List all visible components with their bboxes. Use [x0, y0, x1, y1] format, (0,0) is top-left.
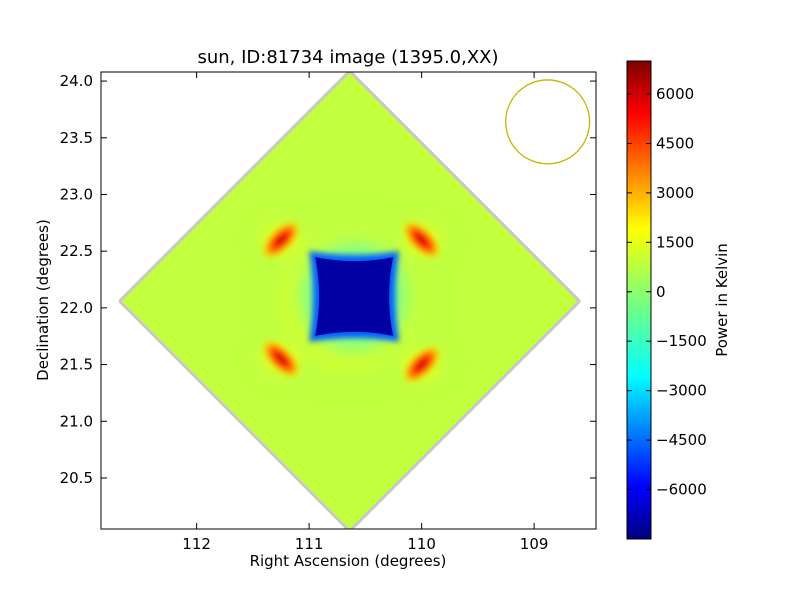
y-tick-label: 23.0 — [60, 185, 93, 203]
colorbar-tick-label: 1500 — [656, 233, 694, 251]
plot-frame — [100, 71, 597, 530]
colorbar-tick-label: −3000 — [656, 382, 707, 400]
colorbar-tick-label: 4500 — [656, 134, 694, 152]
colorbar-tick-label: 6000 — [656, 85, 694, 103]
y-tick-label: 21.5 — [60, 356, 93, 374]
y-tick-label: 20.5 — [60, 469, 93, 487]
colorbar-tick-label: 3000 — [656, 184, 694, 202]
beam-circle — [505, 79, 591, 165]
x-tick-label: 111 — [295, 535, 324, 553]
y-tick-label: 24.0 — [60, 72, 93, 90]
colorbar-ticks: 6000 4500 3000 1500 0 −1500 −3000 −4500 −6000 — [627, 85, 707, 499]
hot-spot — [260, 219, 302, 261]
colorbar-tick-label: −6000 — [656, 481, 707, 499]
x-tick-label: 112 — [182, 535, 211, 553]
colorbar-tick-label: −4500 — [656, 431, 707, 449]
y-axis-label: Declination (degrees) — [34, 219, 52, 381]
plot-area — [118, 72, 591, 529]
y-tick-label: 21.0 — [60, 412, 93, 430]
x-axis-label: Right Ascension (degrees) — [250, 552, 447, 570]
y-tick-label: 22.0 — [60, 299, 93, 317]
x-tick-label: 110 — [407, 535, 436, 553]
cold-region — [315, 257, 394, 336]
colorbar — [626, 60, 652, 540]
hot-spot — [401, 344, 442, 385]
hot-spot — [260, 338, 302, 380]
y-tick-label: 23.5 — [60, 129, 93, 147]
y-tick-label: 22.5 — [60, 242, 93, 260]
x-tick-label: 109 — [520, 535, 549, 553]
hot-spot — [401, 219, 442, 261]
chart-title: sun, ID:81734 image (1395.0,XX) — [197, 47, 498, 68]
x-axis-ticks: 112 111 110 109 — [182, 72, 548, 553]
y-axis-ticks: 20.5 21.0 21.5 22.0 22.5 23.0 23.5 24.0 — [60, 72, 596, 487]
colorbar-tick-label: 0 — [656, 283, 666, 301]
colorbar-tick-label: −1500 — [656, 332, 707, 350]
heatmap-image — [118, 72, 591, 529]
colorbar-label: Power in Kelvin — [713, 243, 731, 357]
